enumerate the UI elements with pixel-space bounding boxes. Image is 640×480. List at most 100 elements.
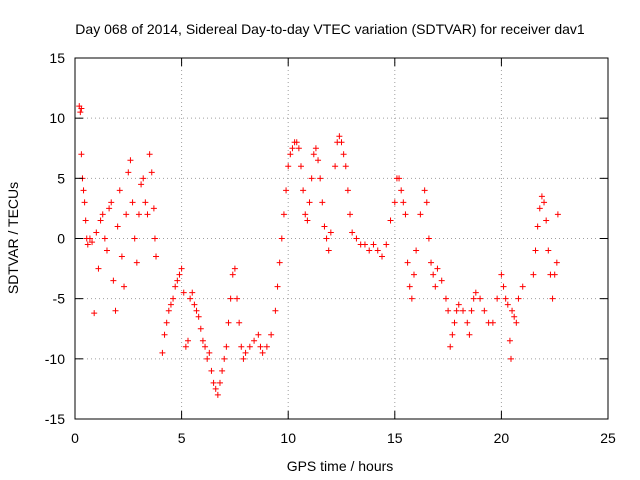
- data-point: [240, 355, 247, 362]
- data-point: [78, 105, 85, 112]
- y-tick-label: -5: [53, 291, 66, 307]
- data-point: [342, 163, 349, 170]
- data-point: [135, 211, 142, 218]
- data-point: [272, 307, 279, 314]
- data-point: [187, 295, 194, 302]
- data-point: [300, 187, 307, 194]
- x-tick-label: 25: [600, 430, 616, 446]
- data-point: [323, 235, 330, 242]
- data-point: [449, 331, 456, 338]
- data-point: [197, 325, 204, 332]
- data-point: [455, 301, 462, 308]
- data-point: [413, 247, 420, 254]
- data-point: [308, 175, 315, 182]
- data-point: [223, 343, 230, 350]
- data-point: [287, 151, 294, 158]
- data-point: [344, 187, 351, 194]
- data-point: [302, 211, 309, 218]
- x-tick-label: 0: [71, 430, 79, 446]
- data-point: [127, 157, 134, 164]
- data-point: [163, 319, 170, 326]
- data-point: [216, 379, 223, 386]
- x-tick-label: 20: [494, 430, 510, 446]
- data-point: [310, 151, 317, 158]
- data-point: [165, 307, 172, 314]
- data-point: [199, 337, 206, 344]
- data-point: [257, 343, 264, 350]
- y-tick-label: 10: [49, 110, 65, 126]
- data-point: [99, 211, 106, 218]
- data-point: [428, 259, 435, 266]
- data-point: [366, 247, 373, 254]
- data-point: [214, 391, 221, 398]
- data-point: [425, 235, 432, 242]
- data-point: [110, 277, 117, 284]
- data-point: [103, 247, 110, 254]
- data-point: [174, 277, 181, 284]
- data-point: [400, 199, 407, 206]
- data-point: [293, 139, 300, 146]
- x-tick-label: 10: [280, 430, 296, 446]
- y-tick-label: -15: [45, 411, 65, 427]
- data-point: [545, 247, 552, 254]
- data-point: [80, 187, 87, 194]
- data-point: [494, 295, 501, 302]
- data-point: [453, 307, 460, 314]
- data-point: [208, 367, 215, 374]
- data-point: [423, 199, 430, 206]
- data-point: [551, 271, 558, 278]
- data-point: [408, 295, 415, 302]
- data-point: [91, 310, 98, 317]
- data-point: [151, 235, 158, 242]
- data-point: [167, 301, 174, 308]
- data-point: [534, 223, 541, 230]
- data-point: [176, 271, 183, 278]
- data-point: [445, 307, 452, 314]
- data-point: [536, 205, 543, 212]
- data-point: [325, 247, 332, 254]
- data-point: [402, 211, 409, 218]
- data-point: [361, 241, 368, 248]
- data-point: [404, 259, 411, 266]
- data-point: [153, 253, 160, 260]
- data-point: [118, 253, 125, 260]
- data-point: [338, 139, 345, 146]
- data-point: [530, 271, 537, 278]
- data-point: [89, 239, 96, 246]
- data-point: [108, 199, 115, 206]
- data-point: [97, 217, 104, 224]
- data-point: [106, 205, 113, 212]
- data-point: [191, 301, 198, 308]
- y-axis-label: SDTVAR / TECUs: [5, 182, 21, 294]
- data-point: [86, 235, 93, 242]
- data-point: [161, 331, 168, 338]
- data-point: [410, 271, 417, 278]
- data-point: [251, 337, 258, 344]
- data-point: [504, 301, 511, 308]
- data-point: [144, 211, 151, 218]
- data-point: [289, 145, 296, 152]
- data-point: [268, 331, 275, 338]
- data-point: [93, 229, 100, 236]
- data-point: [370, 241, 377, 248]
- data-point: [81, 199, 88, 206]
- data-point: [146, 151, 153, 158]
- data-point: [304, 217, 311, 224]
- data-point: [506, 337, 513, 344]
- data-point: [543, 217, 550, 224]
- data-point: [242, 349, 249, 356]
- data-point: [280, 211, 287, 218]
- data-point: [306, 199, 313, 206]
- data-point: [451, 319, 458, 326]
- data-point: [114, 223, 121, 230]
- data-point: [133, 259, 140, 266]
- data-point: [464, 319, 471, 326]
- data-point: [502, 295, 509, 302]
- data-point: [466, 331, 473, 338]
- data-point: [193, 307, 200, 314]
- data-point: [553, 259, 560, 266]
- data-point: [315, 157, 322, 164]
- data-point: [219, 367, 226, 374]
